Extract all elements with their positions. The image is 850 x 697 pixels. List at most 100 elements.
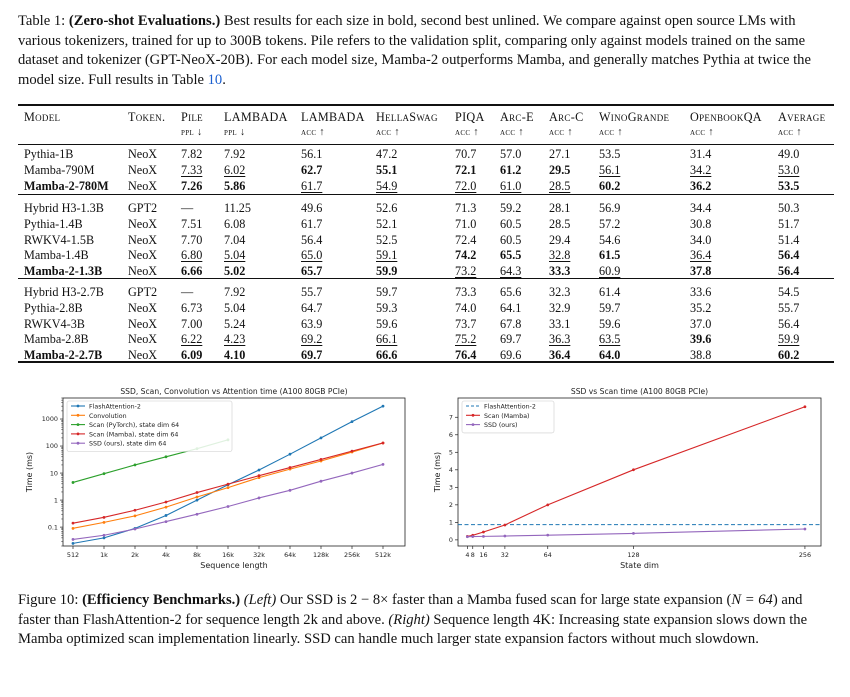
- table-cell-hellaswag: 52.5: [376, 232, 398, 247]
- table-cell-arc-c: 36.4: [549, 348, 571, 363]
- table-cell-tokenizer: NeoX: [128, 348, 158, 363]
- table-cell-hellaswag: 52.1: [376, 216, 398, 231]
- table-row-model-name: Mamba-1.4B: [24, 248, 89, 263]
- table-cell-hellaswag: 59.9: [376, 264, 398, 279]
- table-cell-average: 53.0: [778, 162, 800, 177]
- table-group-rule: [18, 194, 834, 195]
- table-cell-lambada-acc: 69.7: [301, 348, 323, 363]
- series-line: [467, 528, 805, 538]
- table-cell-average: 49.0: [778, 147, 800, 161]
- data-point: [164, 520, 168, 523]
- table-cell-lambada-ppl: 5.86: [224, 178, 246, 193]
- x-tick-label: 32: [501, 551, 509, 559]
- data-point: [71, 521, 75, 525]
- column-header-label: Average: [778, 110, 826, 124]
- table-cell-pile: 6.22: [181, 332, 203, 347]
- data-point: [503, 534, 507, 538]
- table-header-rule: [18, 144, 834, 145]
- table-title: (Zero-shot Evaluations.): [68, 13, 221, 29]
- table-row-model-name: Mamba-2-2.7B: [24, 348, 103, 363]
- table-cell-piqa: 70.7: [455, 147, 477, 161]
- column-header-label: Arc-E: [500, 110, 534, 124]
- table-cell-hellaswag: 59.7: [376, 285, 398, 299]
- column-header-metric: acc ↑: [500, 127, 524, 138]
- table-cell-openbookqa: 39.6: [690, 332, 712, 347]
- table-cell-arc-e: 69.7: [500, 332, 522, 347]
- data-point: [319, 436, 323, 440]
- data-point: [71, 481, 75, 484]
- data-point: [288, 466, 292, 469]
- x-tick-label: 128: [627, 551, 639, 559]
- data-point: [164, 455, 168, 459]
- legend-marker: [76, 404, 80, 408]
- x-axis-label: Sequence length: [200, 561, 268, 570]
- column-header-label: LAMBADA: [301, 110, 365, 124]
- table-cell-lambada-ppl: 5.02: [224, 264, 246, 279]
- table-cell-lambada-ppl: 7.92: [224, 147, 246, 161]
- table-cell-openbookqa: 36.4: [690, 248, 712, 263]
- figure-caption-part: Our SSD is 2 − 8× faster than a Mamba fu…: [276, 592, 732, 608]
- column-header-pile: Pile ppl ↓: [181, 110, 203, 140]
- table-cell-average: 54.5: [778, 285, 800, 299]
- table-row-model-name: RWKV4-1.5B: [24, 232, 95, 247]
- data-point: [257, 496, 261, 500]
- table-cell-openbookqa: 34.2: [690, 162, 712, 177]
- table-cell-lambada-acc: 61.7: [301, 178, 323, 193]
- column-header-label: HellaSwag: [376, 110, 438, 124]
- data-point: [803, 527, 807, 531]
- data-point: [465, 535, 469, 539]
- data-point: [381, 462, 385, 466]
- chart-title: SSD, Scan, Convolution vs Attention time…: [120, 387, 347, 396]
- table-cell-hellaswag: 59.1: [376, 248, 398, 263]
- table-cell-arc-e: 67.8: [500, 316, 522, 331]
- table-cell-winogrande: 54.6: [599, 232, 621, 247]
- table-cell-pile: 7.26: [181, 178, 203, 193]
- legend-label: Scan (Mamba), state dim 64: [89, 431, 178, 438]
- table-cell-piqa: 73.7: [455, 316, 477, 331]
- y-tick-label: 7: [449, 413, 453, 421]
- column-header-lambada-acc: LAMBADA acc ↑: [301, 110, 365, 140]
- table-row-model-name: Hybrid H3-2.7B: [24, 285, 104, 299]
- table-cell-lambada-ppl: 6.02: [224, 162, 246, 177]
- legend-label: Scan (PyTorch), state dim 64: [89, 422, 179, 429]
- table-reference-link[interactable]: 10: [207, 71, 223, 88]
- data-point: [133, 463, 137, 467]
- table-cell-openbookqa: 36.2: [690, 178, 712, 193]
- data-point: [482, 530, 485, 534]
- table-cell-tokenizer: NeoX: [128, 216, 158, 231]
- data-point: [632, 531, 635, 535]
- table-cell-lambada-ppl: 6.08: [224, 216, 246, 231]
- figure-caption: Figure 10: (Efficiency Benchmarks.) (Lef…: [18, 591, 834, 650]
- column-header-piqa: PIQA acc ↑: [455, 110, 485, 140]
- table-cell-tokenizer: NeoX: [128, 264, 158, 279]
- table-cell-hellaswag: 59.6: [376, 316, 398, 331]
- table-cell-lambada-ppl: 4.23: [224, 332, 246, 347]
- data-point: [350, 471, 354, 475]
- column-header-metric: acc ↑: [778, 127, 802, 138]
- column-header-average: Average acc ↑: [778, 110, 825, 140]
- data-point: [632, 468, 635, 472]
- column-header-metric: ppl ↓: [224, 127, 246, 138]
- table-cell-arc-c: 29.5: [549, 162, 571, 177]
- column-header-label: Model: [24, 110, 61, 124]
- y-tick-label: 5: [449, 448, 453, 456]
- series-line: [72, 463, 384, 540]
- x-tick-label: 2k: [131, 551, 139, 559]
- table-cell-openbookqa: 31.4: [690, 147, 712, 161]
- y-tick-label: 1000: [42, 415, 58, 423]
- table-cell-average: 56.4: [778, 248, 800, 263]
- x-tick-label: 8: [471, 551, 475, 559]
- column-header-label: LAMBADA: [224, 110, 288, 124]
- table-group-rule: [18, 278, 834, 279]
- sequence-length-timing-chart: SSD, Scan, Convolution vs Attention time…: [25, 387, 406, 570]
- data-point: [133, 527, 137, 531]
- table-cell-hellaswag: 66.6: [376, 348, 398, 363]
- data-point: [381, 404, 385, 408]
- plot-frame: [457, 397, 822, 547]
- table-cell-lambada-ppl: 4.10: [224, 348, 246, 363]
- table-cell-average: 53.5: [778, 178, 800, 193]
- table-cell-arc-c: 28.1: [549, 201, 571, 215]
- table-cell-average: 51.4: [778, 232, 800, 247]
- data-point: [102, 520, 106, 524]
- table-cell-lambada-acc: 65.7: [301, 264, 323, 279]
